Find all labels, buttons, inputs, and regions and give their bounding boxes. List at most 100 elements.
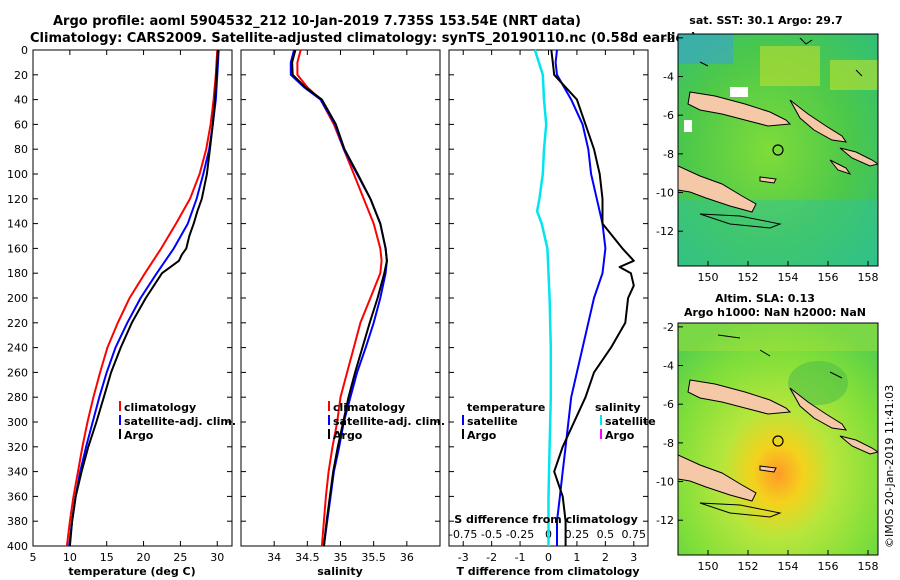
map-x-tick-label: 154: [778, 271, 799, 284]
legend-label-satellite: satellite-adj. clim.: [333, 415, 445, 428]
series-line-climatology: [296, 49, 383, 547]
sla-map-subtitle: Argo h1000: NaN h2000: NaN: [684, 306, 866, 319]
depth-tick-label: 160: [7, 242, 28, 255]
depth-axis: 0 20 40 60 80 100 120 140 160 180 200 220 240 260 280 3…: [7, 44, 648, 553]
x-tick-label: 10: [63, 551, 77, 564]
depth-tick-label: 140: [7, 218, 28, 231]
new-guinea-land: [678, 165, 757, 213]
depth-tick-label: 220: [7, 317, 28, 330]
depth-tick-label: 0: [21, 44, 28, 57]
islet: [829, 159, 852, 175]
depth-tick-label: 200: [7, 292, 28, 305]
coast-detail: [717, 334, 843, 379]
map-x-tick-label: 152: [738, 560, 759, 573]
s-diff-tick-label: -0.5: [481, 528, 502, 541]
islet: [759, 176, 777, 184]
x-tick-label: 25: [173, 551, 187, 564]
argo-location-marker: [772, 435, 784, 447]
x-tick-label: 2: [602, 551, 609, 564]
islet: [759, 465, 777, 473]
difference-x-axis: -3 -2 -1 0 1 2 3: [458, 50, 637, 564]
map-y-tick-label: -2: [663, 32, 674, 45]
map-y-tick-label: -10: [656, 476, 674, 489]
reef-outline: [699, 213, 782, 229]
series-line-t-satellite: [554, 49, 607, 546]
map-y-tick-label: -12: [656, 514, 674, 527]
argo-location-marker: [772, 144, 784, 156]
s-diff-tick-label: 0.75: [622, 528, 647, 541]
legend-label-satellite: satellite-adj. clim.: [124, 415, 236, 428]
depth-tick-label: 380: [7, 515, 28, 528]
map-y-tick-label: -8: [663, 148, 674, 161]
legend-label-climatology: climatology: [333, 401, 405, 414]
sla-map-axes: 150 152 154 156 158 -2 -4 -6 -8 -10 -12: [656, 321, 878, 573]
map-y-tick-label: -4: [663, 71, 674, 84]
salinity-x-axis: 34 34.5 35 35.5 36: [267, 50, 414, 564]
reef-outline: [699, 502, 782, 518]
x-tick-label: 1: [573, 551, 580, 564]
sst-map: [678, 34, 878, 266]
temperature-panel-frame: [32, 49, 233, 547]
series-line-satellite: [289, 49, 388, 547]
depth-tick-label: 20: [14, 69, 28, 82]
sla-low-patch: [788, 361, 848, 405]
map-y-tick-label: -6: [663, 398, 674, 411]
series-line-argo: [68, 49, 219, 547]
x-tick-label: -2: [486, 551, 497, 564]
legend-label-argo: Argo: [333, 429, 363, 442]
sst-warm-patch: [760, 46, 820, 86]
cloud-gap: [684, 120, 692, 132]
x-tick-label: 5: [30, 551, 37, 564]
temperature-series: [65, 49, 220, 547]
s-diff-tick-label: -0.75: [449, 528, 477, 541]
sst-cool-patch: [678, 34, 733, 64]
x-tick-label: 30: [210, 551, 224, 564]
legend-temperature-header: temperature: [467, 401, 545, 414]
coast-detail: [699, 37, 863, 77]
sst-map-frame: [677, 33, 879, 267]
s-diff-tick-label: 0.25: [565, 528, 590, 541]
map-y-tick-label: -4: [663, 360, 674, 373]
sst-warm-patch: [830, 60, 878, 90]
legend-salinity-header: salinity: [595, 401, 641, 414]
cloud-gap: [730, 87, 748, 97]
legend-label-argo: Argo: [124, 429, 154, 442]
x-tick-label: 34.5: [295, 551, 320, 564]
salinity-legend: climatology satellite-adj. clim. Argo: [328, 401, 445, 442]
solomon-land: [839, 147, 878, 167]
figure-title-line1: Argo profile: aoml 5904532_212 10-Jan-20…: [53, 14, 581, 29]
salinity-series: [289, 49, 388, 547]
map-y-tick-label: -6: [663, 109, 674, 122]
map-x-tick-label: 156: [818, 271, 839, 284]
legend-label-t-argo: Argo: [467, 429, 497, 442]
sst-cool-south: [678, 200, 878, 266]
new-guinea-land: [678, 454, 757, 502]
x-tick-label: 3: [630, 551, 637, 564]
x-tick-label: -1: [515, 551, 526, 564]
depth-tick-label: 80: [14, 143, 28, 156]
legend-label-s-argo: Argo: [605, 429, 635, 442]
legend-label-s-satellite: satellite: [605, 415, 656, 428]
depth-tick-label: 180: [7, 267, 28, 280]
difference-legend: temperature satellite Argo salinity sate…: [462, 401, 656, 442]
depth-tick-label: 280: [7, 391, 28, 404]
sla-map-title: Altim. SLA: 0.13: [715, 292, 815, 305]
series-line-climatology: [65, 49, 219, 547]
series-line-t-argo: [550, 49, 635, 546]
map-x-tick-label: 158: [858, 560, 879, 573]
bougainville-land: [789, 387, 848, 431]
depth-tick-label: 260: [7, 366, 28, 379]
map-y-tick-label: -10: [656, 187, 674, 200]
x-tick-label: -3: [458, 551, 469, 564]
s-diff-tick-label: 0.5: [597, 528, 615, 541]
solomon-land: [839, 435, 878, 455]
map-x-tick-label: 158: [858, 271, 879, 284]
difference-series: [533, 49, 635, 546]
x-tick-label: 15: [100, 551, 114, 564]
depth-tick-label: 320: [7, 441, 28, 454]
x-tick-label: 0: [545, 551, 552, 564]
new-britain-land: [687, 379, 792, 415]
x-tick-label: 34: [267, 551, 281, 564]
x-tick-label: 36: [400, 551, 414, 564]
sla-map: [678, 323, 878, 555]
